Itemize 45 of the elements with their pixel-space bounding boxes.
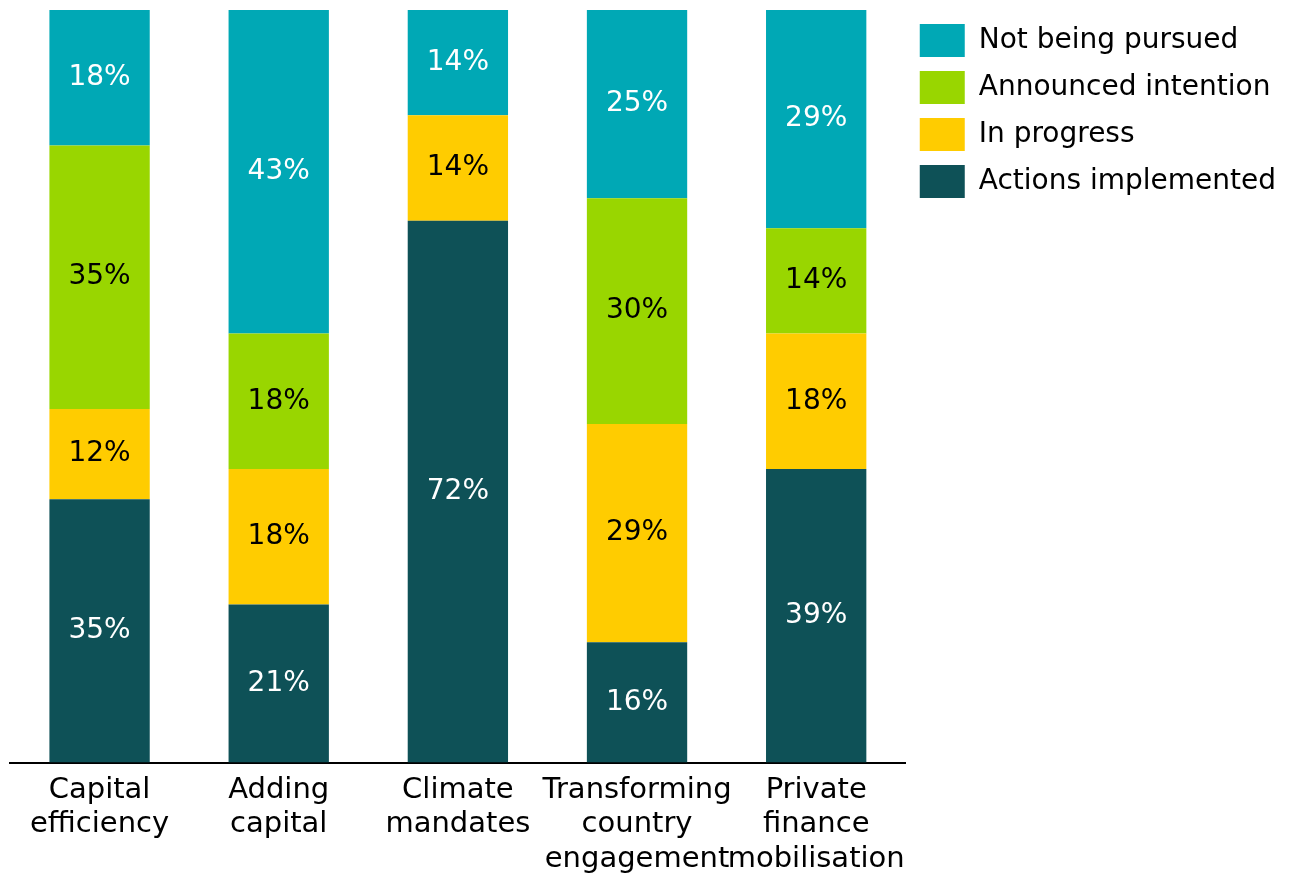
data-label: 29% — [785, 100, 848, 134]
data-label: 39% — [785, 597, 848, 631]
bar — [228, 604, 329, 763]
bar — [766, 469, 867, 763]
legend-label: Not being pursued — [978, 21, 1239, 55]
data-label: 16% — [605, 683, 669, 717]
bar — [766, 333, 867, 470]
data-label: 14% — [426, 149, 489, 183]
bar — [228, 469, 329, 605]
x-tick-label: Capital efficiency — [29, 770, 170, 840]
bar — [407, 220, 509, 763]
data-label: 18% — [247, 382, 310, 416]
bar — [49, 408, 150, 500]
bar — [586, 642, 688, 763]
data-label: 72% — [426, 472, 489, 506]
bar — [49, 145, 150, 409]
bar — [586, 423, 688, 643]
data-label: 18% — [247, 518, 310, 552]
data-label: 35% — [68, 258, 131, 292]
bar — [407, 115, 509, 221]
data-label: 14% — [426, 43, 489, 77]
legend-label: Announced intention — [978, 68, 1271, 102]
bar — [228, 333, 329, 470]
data-label: 25% — [605, 85, 669, 119]
legend-label: In progress — [978, 115, 1135, 149]
legend-label: Actions implemented — [978, 162, 1277, 196]
bar — [586, 10, 688, 199]
bar — [586, 198, 688, 424]
data-label: 29% — [605, 514, 669, 548]
data-label: 14% — [785, 262, 848, 296]
x-tick-label: Climate mandates — [385, 770, 531, 840]
bar — [228, 10, 329, 334]
data-label: 35% — [68, 612, 131, 646]
data-label: 18% — [785, 382, 848, 416]
bar — [49, 499, 150, 763]
bar — [766, 228, 867, 334]
bar — [49, 10, 150, 146]
data-label: 43% — [247, 153, 310, 187]
data-label: 21% — [247, 664, 310, 698]
data-label: 18% — [68, 59, 131, 93]
bar — [407, 10, 509, 116]
x-tick-label: Adding capital — [228, 770, 330, 840]
bar — [766, 10, 867, 229]
data-label: 12% — [68, 435, 131, 469]
data-label: 30% — [605, 292, 669, 326]
